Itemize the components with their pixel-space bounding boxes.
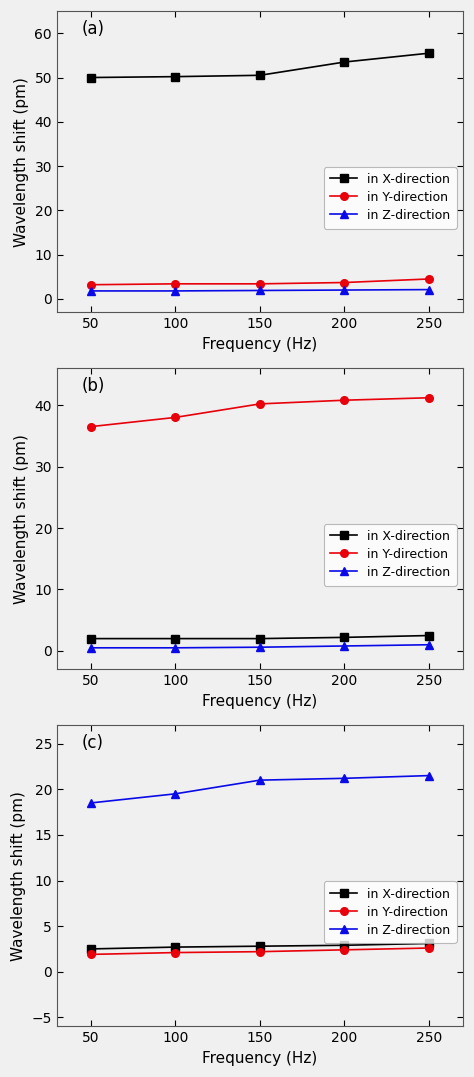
in X-direction <box>173 70 178 83</box>
in Y-direction <box>88 420 93 433</box>
in Z-direction <box>426 769 432 782</box>
in X-direction <box>88 71 93 84</box>
in Y-direction <box>342 394 347 407</box>
Line: in X-direction: in X-direction <box>87 632 433 642</box>
Legend: in X-direction, in Y-direction, in Z-direction: in X-direction, in Y-direction, in Z-dir… <box>324 167 456 228</box>
Text: (c): (c) <box>81 735 103 753</box>
Line: in Y-direction: in Y-direction <box>87 275 433 289</box>
Legend: in X-direction, in Y-direction, in Z-direction: in X-direction, in Y-direction, in Z-dir… <box>324 881 456 942</box>
X-axis label: Frequency (Hz): Frequency (Hz) <box>202 694 318 709</box>
in Y-direction <box>257 278 263 291</box>
Y-axis label: Wavelength shift (pm): Wavelength shift (pm) <box>14 76 29 247</box>
in X-direction <box>257 69 263 82</box>
in Z-direction <box>88 642 93 655</box>
in X-direction <box>426 629 432 642</box>
in Z-direction <box>173 284 178 297</box>
in Y-direction <box>88 278 93 291</box>
in Y-direction <box>426 391 432 404</box>
in Y-direction <box>173 946 178 959</box>
in X-direction <box>426 937 432 950</box>
in X-direction <box>173 632 178 645</box>
in X-direction <box>88 942 93 955</box>
Y-axis label: Wavelength shift (pm): Wavelength shift (pm) <box>11 791 26 961</box>
Line: in X-direction: in X-direction <box>87 50 433 82</box>
in Y-direction <box>88 948 93 961</box>
Line: in Y-direction: in Y-direction <box>87 394 433 431</box>
in X-direction <box>173 940 178 953</box>
in Z-direction <box>257 641 263 654</box>
Text: (a): (a) <box>81 20 104 38</box>
in Z-direction <box>426 283 432 296</box>
in Z-direction <box>88 797 93 810</box>
Legend: in X-direction, in Y-direction, in Z-direction: in X-direction, in Y-direction, in Z-dir… <box>324 524 456 586</box>
in Z-direction <box>342 772 347 785</box>
Text: (b): (b) <box>81 377 105 395</box>
Y-axis label: Wavelength shift (pm): Wavelength shift (pm) <box>14 434 29 604</box>
in Z-direction <box>257 773 263 786</box>
in X-direction <box>426 46 432 59</box>
in X-direction <box>342 56 347 69</box>
X-axis label: Frequency (Hz): Frequency (Hz) <box>202 337 318 351</box>
Line: in Z-direction: in Z-direction <box>87 772 433 807</box>
in Z-direction <box>342 283 347 296</box>
in Z-direction <box>173 787 178 800</box>
in X-direction <box>257 940 263 953</box>
in X-direction <box>342 939 347 952</box>
in X-direction <box>88 632 93 645</box>
Line: in Y-direction: in Y-direction <box>87 945 433 959</box>
in Y-direction <box>342 276 347 289</box>
in Y-direction <box>173 278 178 291</box>
in Z-direction <box>88 284 93 297</box>
in Y-direction <box>426 941 432 954</box>
X-axis label: Frequency (Hz): Frequency (Hz) <box>202 1051 318 1066</box>
in Y-direction <box>173 411 178 424</box>
in X-direction <box>257 632 263 645</box>
in Z-direction <box>173 642 178 655</box>
in Y-direction <box>426 272 432 285</box>
in Y-direction <box>342 943 347 956</box>
Line: in X-direction: in X-direction <box>87 939 433 953</box>
in Z-direction <box>342 640 347 653</box>
Line: in Z-direction: in Z-direction <box>87 641 433 652</box>
in Y-direction <box>257 397 263 410</box>
in Z-direction <box>257 284 263 297</box>
in Y-direction <box>257 946 263 959</box>
in Z-direction <box>426 639 432 652</box>
Line: in Z-direction: in Z-direction <box>87 285 433 295</box>
in X-direction <box>342 631 347 644</box>
